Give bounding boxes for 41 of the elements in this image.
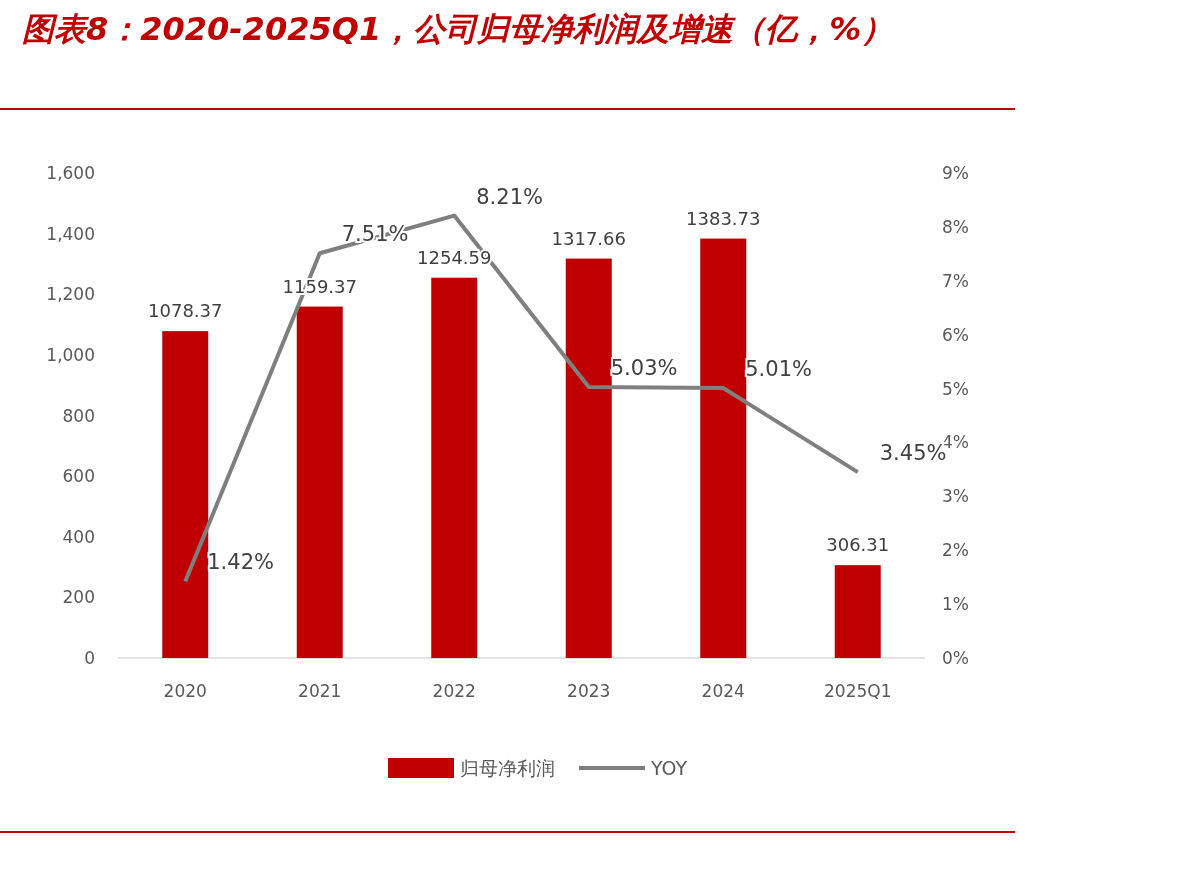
x-tick-label: 2025Q1 — [824, 681, 892, 701]
bar — [431, 277, 478, 658]
data-label: 5.01% — [745, 357, 812, 382]
data-label: 1078.37 — [148, 300, 223, 322]
bar — [700, 238, 747, 658]
y2-tick-label: 3% — [942, 486, 969, 507]
x-tick-label: 2022 — [432, 681, 476, 701]
x-tick-label: 2024 — [701, 681, 745, 701]
y-tick-label: 400 — [62, 526, 95, 547]
data-label: 1.42% — [207, 550, 274, 575]
data-label: 1383.73 — [686, 207, 761, 229]
y-tick-label: 1,600 — [46, 163, 95, 183]
data-label: 1317.66 — [551, 227, 626, 249]
bar — [296, 306, 343, 658]
x-tick-label: 2020 — [163, 681, 207, 701]
y2-tick-label: 7% — [942, 270, 969, 291]
y-tick-label: 1,200 — [46, 284, 95, 305]
y2-tick-label: 8% — [942, 216, 969, 237]
y2-tick-label: 6% — [942, 324, 969, 345]
x-tick-label: 2023 — [567, 681, 611, 701]
y2-tick-label: 1% — [942, 594, 969, 615]
data-label: 306.31 — [826, 534, 890, 556]
y2-tick-label: 2% — [942, 540, 969, 561]
y2-tick-label: 5% — [942, 378, 969, 399]
y-tick-label: 800 — [62, 405, 95, 426]
y-tick-label: 1,000 — [46, 344, 95, 365]
bar — [834, 565, 881, 658]
x-tick-label: 2021 — [298, 681, 342, 701]
data-label: 5.03% — [610, 355, 678, 380]
y2-tick-label: 9% — [942, 163, 969, 183]
y2-tick-label: 0% — [942, 648, 969, 668]
title: 图表8：2020-2025Q1，公司归母净利润及增速（亿，%） — [22, 9, 895, 50]
y-tick-label: 0 — [84, 648, 95, 668]
data-label: 8.21% — [476, 184, 543, 209]
bar — [162, 331, 209, 658]
y-tick-label: 200 — [62, 587, 95, 608]
bar — [565, 258, 612, 658]
y-tick-label: 600 — [62, 466, 95, 487]
y-tick-label: 1,400 — [46, 223, 95, 244]
legend-label: YOY — [650, 757, 688, 779]
legend-label: 归母净利润 — [460, 757, 555, 779]
